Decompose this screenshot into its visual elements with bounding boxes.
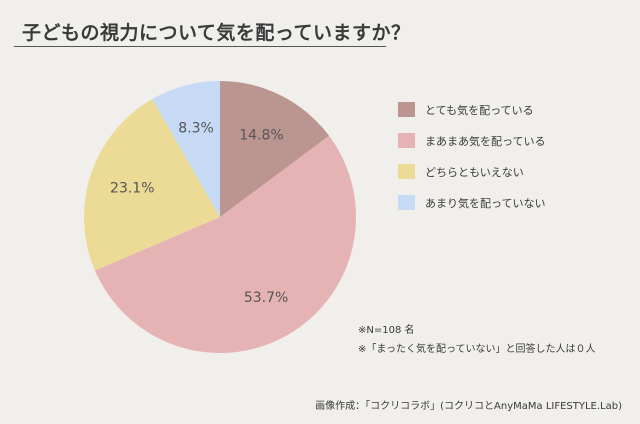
slice-not-very-careful bbox=[152, 81, 220, 217]
slice-value-label: 8.3% bbox=[178, 121, 214, 137]
slice-neutral bbox=[83, 99, 220, 271]
legend-label: まあまあ気を配っている bbox=[425, 134, 546, 148]
slice-value-label: 53.7% bbox=[244, 290, 288, 306]
slice-somewhat-careful bbox=[94, 135, 356, 353]
legend-swatch bbox=[398, 164, 415, 179]
legend-label: どちらともいえない bbox=[425, 165, 524, 179]
legend-swatch bbox=[398, 195, 415, 210]
legend-item: どちらともいえない bbox=[398, 163, 545, 180]
remark-note: ※「まったく気を配っていない」と回答した人は０人 bbox=[358, 344, 596, 355]
title-underline bbox=[14, 46, 386, 47]
slice-value-label: 14.8% bbox=[239, 127, 283, 143]
legend-label: とても気を配っている bbox=[425, 103, 534, 117]
legend-item: とても気を配っている bbox=[398, 101, 545, 118]
legend-swatch bbox=[398, 102, 415, 117]
sample-size-note: ※N=108 名 bbox=[358, 325, 415, 336]
legend-label: あまり気を配っていない bbox=[425, 196, 546, 210]
legend-swatch bbox=[398, 133, 415, 148]
chart-notes: ※N=108 名 ※「まったく気を配っていない」と回答した人は０人 bbox=[358, 321, 595, 359]
legend-item: まあまあ気を配っている bbox=[398, 132, 545, 149]
legend: とても気を配っている まあまあ気を配っている どちらともいえない あまり気を配っ… bbox=[398, 101, 545, 225]
slice-very-careful bbox=[220, 81, 330, 217]
chart-title: 子どもの視力について気を配っていますか？ bbox=[22, 22, 411, 44]
legend-item: あまり気を配っていない bbox=[398, 194, 545, 211]
image-credit: 画像作成：「コクリコラボ」(コクリコとAnyMaMa LIFESTYLE.Lab… bbox=[315, 401, 622, 412]
slice-value-label: 23.1% bbox=[110, 181, 154, 197]
